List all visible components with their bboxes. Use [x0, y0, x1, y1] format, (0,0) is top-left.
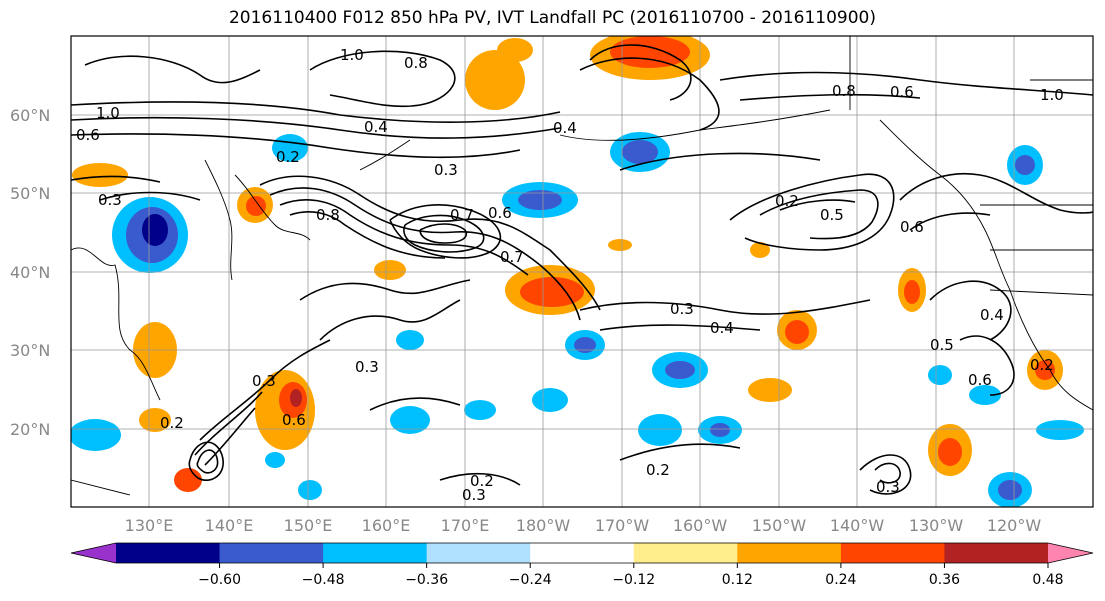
contour-label: 0.6 — [890, 83, 914, 101]
lon-label: 140°W — [830, 516, 885, 535]
colorbar-segment — [737, 543, 842, 563]
colorbar-tick-label: 0.12 — [722, 572, 753, 588]
contour-label: 0.3 — [876, 478, 900, 496]
pv-anomaly-shading — [71, 36, 1084, 507]
contour-label: 0.8 — [404, 54, 428, 72]
contour-label: 1.0 — [96, 104, 120, 122]
colorbar-tick-label: −0.12 — [612, 572, 655, 588]
colorbar-tick-label: 0.48 — [1032, 572, 1063, 588]
pv-contours — [71, 44, 1093, 495]
lon-label: 160°W — [673, 516, 728, 535]
colorbar-tick-label: −0.24 — [509, 572, 552, 588]
contour-label: 0.3 — [252, 372, 276, 390]
contour-label: 0.2 — [1030, 356, 1054, 374]
contour-label: 0.4 — [553, 119, 577, 137]
colorbar-tick-label: 0.36 — [929, 572, 960, 588]
colorbar-segment — [944, 543, 1049, 563]
colorbar-extend-min — [71, 543, 116, 563]
contour-label: 0.4 — [710, 319, 734, 337]
contour-labels: 1.0 0.8 1.0 0.6 0.4 0.4 0.2 0.3 0.3 0.8 … — [76, 46, 1064, 504]
contour-label: 0.7 — [500, 248, 524, 266]
contour-label: 0.4 — [980, 306, 1004, 324]
contour-label: 0.2 — [276, 148, 300, 166]
colorbar-tick-label: −0.36 — [405, 572, 448, 588]
colorbar-segment — [426, 543, 531, 563]
contour-label: 0.5 — [930, 336, 954, 354]
contour-label: 0.6 — [76, 126, 100, 144]
lon-label: 130°E — [125, 516, 174, 535]
contour-label: 0.8 — [832, 82, 856, 100]
latitude-labels: 60°N 50°N 40°N 30°N 20°N — [10, 106, 50, 439]
lon-label: 150°W — [752, 516, 807, 535]
contour-label: 0.2 — [470, 472, 494, 490]
contour-label: 0.7 — [450, 206, 474, 224]
contour-label: 0.3 — [670, 300, 694, 318]
lon-label: 160°E — [362, 516, 411, 535]
contour-label: 0.6 — [282, 411, 306, 429]
colorbar — [70, 542, 1094, 564]
lat-label-60n: 60°N — [10, 106, 50, 125]
colorbar-segment — [840, 543, 945, 563]
contour-label: 0.3 — [462, 486, 486, 504]
map-content: 1.0 0.8 1.0 0.6 0.4 0.4 0.2 0.3 0.3 0.8 … — [71, 36, 1093, 507]
lat-label-40n: 40°N — [10, 263, 50, 282]
lon-label: 170°W — [595, 516, 650, 535]
contour-label: 0.8 — [316, 206, 340, 224]
contour-label: 0.6 — [968, 371, 992, 389]
map-frame — [70, 35, 1094, 508]
contour-label: 0.3 — [355, 358, 379, 376]
lon-label: 170°E — [441, 516, 490, 535]
colorbar-segment — [530, 543, 635, 563]
gridlines — [71, 36, 1093, 507]
contour-label: 0.2 — [646, 461, 670, 479]
lat-label-20n: 20°N — [10, 420, 50, 439]
colorbar-segment — [116, 543, 221, 563]
contour-label: 0.6 — [900, 218, 924, 236]
contour-label: 0.3 — [98, 191, 122, 209]
colorbar-tick-label: −0.60 — [198, 572, 241, 588]
colorbar-tick-label: −0.48 — [302, 572, 345, 588]
lon-label: 120°W — [987, 516, 1042, 535]
colorbar-outline — [70, 542, 1094, 564]
contour-label: 0.5 — [820, 206, 844, 224]
contour-label: 0.4 — [364, 118, 388, 136]
contour-label: 1.0 — [340, 46, 364, 64]
lat-label-30n: 30°N — [10, 341, 50, 360]
lon-label: 180°W — [516, 516, 571, 535]
colorbar-segment — [323, 543, 428, 563]
contour-label: 0.3 — [434, 161, 458, 179]
map-background — [71, 36, 1093, 507]
lon-label: 150°E — [284, 516, 333, 535]
contour-label: 0.2 — [775, 192, 799, 210]
contour-label: 0.6 — [488, 204, 512, 222]
map-title: 2016110400 F012 850 hPa PV, IVT Landfall… — [228, 8, 876, 28]
colorbar-segment — [219, 543, 324, 563]
colorbar-segment — [633, 543, 738, 563]
lon-label: 140°E — [205, 516, 254, 535]
colorbar-tick-label: 0.24 — [825, 572, 856, 588]
contour-label: 0.2 — [160, 414, 184, 432]
contour-label: 1.0 — [1040, 86, 1064, 104]
longitude-labels: 130°E 140°E 150°E 160°E 170°E 180°W 170°… — [125, 516, 1042, 535]
negative-anomaly-regions — [71, 132, 1084, 507]
lat-label-50n: 50°N — [10, 184, 50, 203]
colorbar-extend-max — [1048, 543, 1093, 563]
lon-label: 130°W — [909, 516, 964, 535]
positive-anomaly-regions — [72, 36, 1063, 492]
colorbar-tick-labels: −0.60 −0.48 −0.36 −0.24 −0.12 0.12 0.24 0.36 0.4… — [198, 563, 1064, 588]
